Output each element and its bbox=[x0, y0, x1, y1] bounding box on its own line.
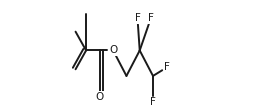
Text: F: F bbox=[150, 97, 156, 107]
Text: F: F bbox=[148, 13, 154, 23]
Text: F: F bbox=[135, 13, 140, 23]
Text: O: O bbox=[96, 92, 104, 102]
Text: O: O bbox=[109, 45, 117, 55]
Text: F: F bbox=[164, 62, 170, 72]
